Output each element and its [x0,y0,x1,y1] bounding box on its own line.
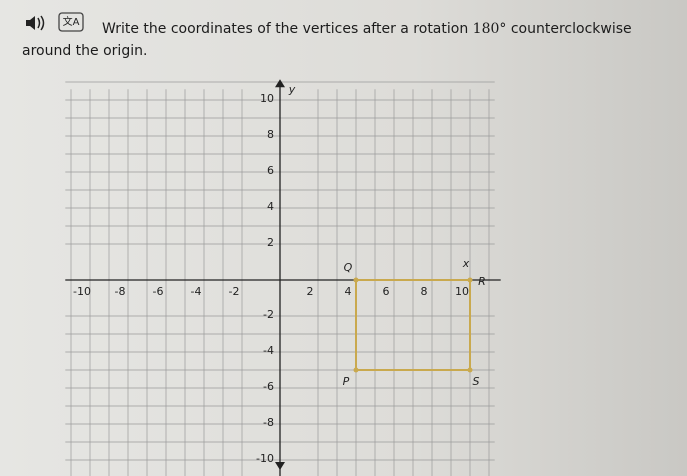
y-tick-label: 2 [267,236,274,249]
x-tick-label: 8 [421,285,428,298]
x-tick-label: -10 [73,285,91,298]
x-tick-label: -6 [153,285,164,298]
prompt: Write the coordinates of the vertices af… [22,18,682,62]
vertex-label: R [478,275,486,288]
y-axis-label: y [288,83,296,96]
y-tick-label: -10 [256,452,274,465]
y-tick-label: 8 [267,128,274,141]
vertex-label: Q [344,261,353,274]
arrow [275,79,285,88]
vertex-label: S [473,375,480,388]
translate-icon[interactable]: 文A [58,12,84,32]
x-tick-label: 2 [307,285,314,298]
x-tick-label: -4 [191,285,202,298]
y-tick-label: 10 [260,92,274,105]
instruction-text: counterclockwise around the origin. [22,21,632,59]
y-tick-label: -6 [263,380,274,393]
x-tick-label: -8 [115,285,126,298]
x-axis-label: x [462,257,470,270]
vertex [467,277,473,283]
vertex-label: P [343,375,350,388]
y-tick-label: -4 [263,344,274,357]
instruction-math: 180° [472,21,507,37]
arrow [275,462,285,470]
vertex [467,367,473,373]
y-tick-label: -8 [263,416,274,429]
x-tick-label: 10 [455,285,469,298]
x-tick-label: 4 [345,285,352,298]
x-tick-label: -2 [229,285,240,298]
vertex [353,367,359,373]
svg-text:文A: 文A [63,15,80,28]
y-tick-label: -2 [263,308,274,321]
y-tick-label: 6 [267,164,274,177]
speaker-icon[interactable] [26,15,45,31]
x-tick-label: 6 [383,285,390,298]
instruction-text: Write the coordinates of the vertices af… [102,21,469,37]
vertex [353,277,359,283]
y-tick-label: 4 [267,200,274,213]
